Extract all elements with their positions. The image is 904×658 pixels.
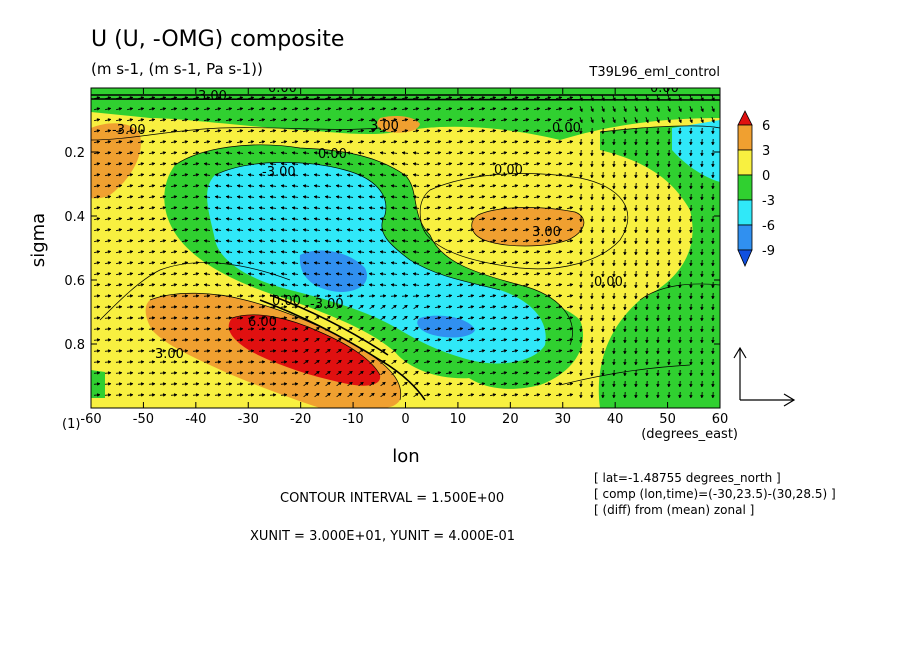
info-line: [ (diff) from (mean) zonal ] — [594, 503, 754, 517]
y-index-label: (1) — [62, 417, 80, 432]
colorbar-swatch — [738, 150, 752, 175]
y-tick-label: 0.8 — [64, 338, 85, 353]
x-tick-label: 10 — [450, 412, 467, 427]
colorbar-label: 3 — [762, 144, 770, 159]
info-line: [ comp (lon,time)=(-30,23.5)-(30,28.5) ] — [594, 487, 836, 501]
colorbar: 6 3 0 -3 -6 -9 — [738, 111, 775, 266]
contour-label: 3.00 — [198, 89, 227, 104]
y-axis-label: sigma — [28, 213, 49, 267]
x-tick-label: -10 — [342, 412, 363, 427]
contour-label: -3.00 — [310, 297, 344, 312]
colorbar-label: 6 — [762, 119, 770, 134]
x-tick-label: 30 — [554, 412, 571, 427]
contour-label: 6.00 — [248, 315, 277, 330]
x-axis-label: lon — [392, 446, 419, 467]
contour-label: -3.00 — [112, 123, 146, 138]
colorbar-swatch — [738, 111, 752, 125]
y-tick-label: 0.6 — [64, 274, 85, 289]
colorbar-label: -9 — [762, 244, 775, 259]
x-tick-label: 60 — [712, 412, 729, 427]
vector-units: XUNIT = 3.000E+01, YUNIT = 4.000E-01 — [250, 529, 515, 544]
contour-label: 3.00 — [155, 347, 184, 362]
contour-interval: CONTOUR INTERVAL = 1.500E+00 — [280, 491, 504, 506]
y-tick-label: 0.2 — [64, 146, 85, 161]
colorbar-swatch — [738, 125, 752, 150]
x-tick-label: 50 — [659, 412, 676, 427]
colorbar-label: -6 — [762, 219, 775, 234]
colorbar-swatch — [738, 200, 752, 225]
x-axis-units: (degrees_east) — [641, 427, 738, 442]
x-tick-label: 40 — [607, 412, 624, 427]
contour-label: 0.00 — [552, 121, 581, 136]
contour-label: 3.00 — [370, 119, 399, 134]
info-line: [ lat=-1.48755 degrees_north ] — [594, 471, 781, 485]
run-label: T39L96_eml_control — [588, 65, 720, 80]
reference-vector — [734, 348, 794, 406]
colorbar-swatch — [738, 225, 752, 250]
x-tick-label: -60 — [80, 412, 101, 427]
x-tick-label: -50 — [133, 412, 154, 427]
x-tick-label: -20 — [290, 412, 311, 427]
colorbar-label: 0 — [762, 169, 770, 184]
x-tick-label: -30 — [238, 412, 259, 427]
y-tick-label: 0.4 — [64, 210, 85, 225]
x-tick-label: 0 — [401, 412, 409, 427]
plot-area: 0.00 -3.00 3.00 -3.00 0.00 0.00 3.00 0.0… — [91, 81, 720, 408]
contour-label: 0.00 — [272, 294, 301, 309]
chart-subtitle: (m s-1, (m s-1, Pa s-1)) — [91, 60, 263, 78]
contour-label: -3.00 — [262, 165, 296, 180]
chart-title: U (U, -OMG) composite — [91, 27, 344, 52]
contour-label: 0.00 — [494, 163, 523, 178]
x-tick-label: -40 — [185, 412, 206, 427]
contour-label: 0.00 — [594, 275, 623, 290]
colorbar-swatch — [738, 175, 752, 200]
x-tick-label: 20 — [502, 412, 519, 427]
contour-label: 0.00 — [318, 147, 347, 162]
contour-label: 3.00 — [532, 225, 561, 240]
colorbar-label: -3 — [762, 194, 775, 209]
colorbar-swatch — [738, 250, 752, 266]
